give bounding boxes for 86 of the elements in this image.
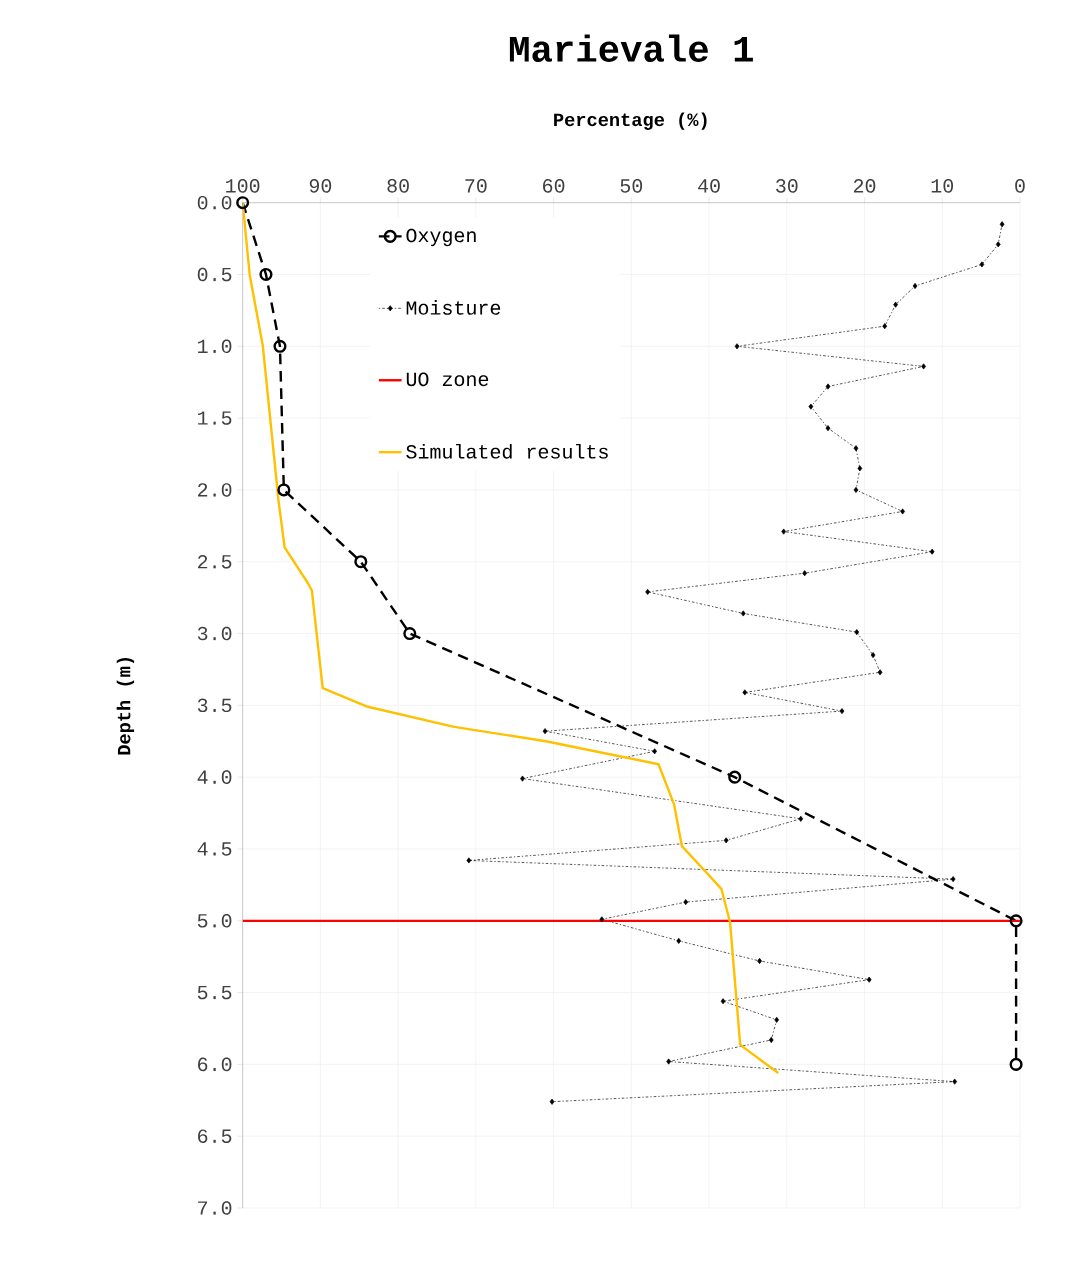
point	[912, 282, 918, 289]
x-tick-label: 0	[1015, 179, 1025, 193]
point	[652, 748, 658, 755]
x-axis-title: Percentage (%)	[554, 112, 707, 130]
point	[893, 301, 899, 308]
point	[720, 998, 726, 1005]
x-tick-label: 90	[309, 179, 332, 193]
point	[666, 1058, 672, 1065]
point	[769, 1036, 774, 1043]
legend-label: Oxygen	[406, 228, 476, 247]
y-tick-label: 7.0	[198, 1201, 232, 1215]
point	[520, 775, 526, 782]
point	[259, 267, 273, 282]
point	[979, 261, 985, 268]
legend-label: Moisture	[406, 300, 501, 315]
point	[676, 937, 682, 944]
legend-label: Simulated results	[406, 443, 608, 459]
point	[950, 876, 956, 883]
y-tick-label: 2.5	[198, 554, 232, 569]
point	[599, 916, 605, 923]
point	[952, 1078, 958, 1085]
point	[542, 728, 548, 735]
y-tick-label: 6.5	[198, 1129, 232, 1143]
point	[549, 1098, 555, 1105]
point	[870, 652, 876, 659]
x-tick-label: 20	[854, 179, 876, 193]
point	[853, 486, 859, 493]
point	[802, 570, 808, 577]
point	[996, 241, 1001, 248]
x-tick-label: 60	[543, 179, 565, 193]
point	[867, 976, 872, 983]
point	[921, 363, 927, 370]
point	[277, 483, 291, 497]
point	[757, 957, 763, 964]
y-tick-label: 4.5	[197, 842, 232, 856]
x-tick-label: 30	[776, 179, 798, 193]
y-tick-label: 5.5	[198, 985, 232, 1000]
point	[798, 815, 804, 822]
point	[774, 1016, 780, 1023]
point	[857, 465, 863, 472]
x-tick-label: 10	[931, 179, 954, 193]
chart-title: Marievale 1	[510, 34, 754, 62]
point	[1009, 914, 1023, 928]
point	[728, 770, 742, 784]
y-tick-label: 1.0	[198, 339, 232, 354]
point	[273, 339, 287, 353]
y-tick-label: 1.5	[198, 411, 232, 425]
point	[854, 629, 860, 636]
y-tick-label: 5.0	[198, 913, 232, 928]
point	[236, 196, 250, 210]
y-tick-label: 6.0	[198, 1057, 232, 1072]
line-series	[242, 202, 780, 1075]
point	[734, 343, 740, 350]
point	[999, 221, 1005, 228]
point	[683, 899, 689, 906]
point	[645, 588, 651, 595]
x-tick-label: 40	[698, 179, 720, 193]
y-tick-label: 3.5	[198, 698, 232, 713]
point	[403, 627, 417, 641]
point	[466, 857, 472, 864]
point	[808, 403, 814, 410]
point	[877, 669, 883, 676]
point	[853, 445, 859, 452]
x-tick-label: 100	[226, 179, 260, 193]
y-tick-label: 0.5	[197, 267, 232, 282]
y-tick-label: 4.0	[197, 770, 232, 784]
point	[742, 689, 748, 696]
y-axis-title: Depth (m)	[116, 658, 135, 755]
y-tick-label: 0.0	[197, 195, 232, 210]
point	[723, 837, 729, 844]
point	[900, 508, 906, 515]
point	[354, 555, 368, 569]
point	[929, 548, 935, 555]
legend-label: UO zone	[407, 372, 489, 387]
point	[825, 383, 831, 390]
x-tick-label: 50	[620, 179, 643, 193]
point	[839, 708, 845, 715]
y-tick-label: 3.0	[198, 626, 232, 641]
point	[1009, 1057, 1023, 1071]
point	[781, 528, 787, 535]
x-tick-label: 80	[387, 179, 410, 193]
point	[882, 323, 888, 330]
point	[825, 425, 831, 432]
x-tick-label: 70	[465, 179, 487, 193]
point	[741, 610, 746, 617]
y-tick-label: 2.0	[198, 483, 232, 497]
